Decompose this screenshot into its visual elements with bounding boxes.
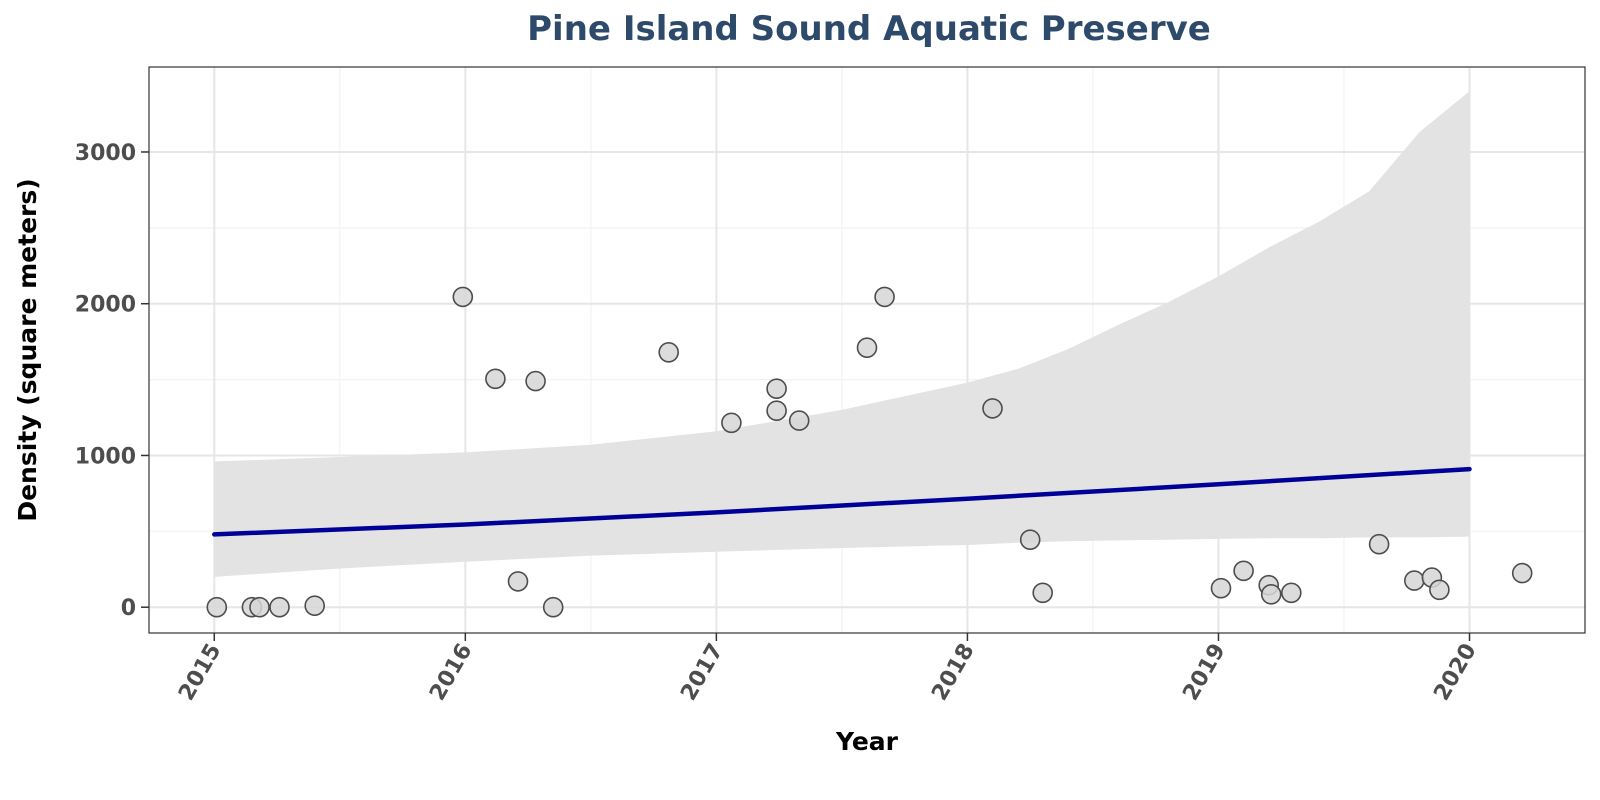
data-point <box>485 368 506 390</box>
x-tick-label: 2017 <box>676 640 728 706</box>
data-point <box>1019 529 1041 551</box>
plot-panel <box>148 66 1586 634</box>
x-tick-label: 2020 <box>1429 640 1481 706</box>
data-point <box>1511 562 1533 584</box>
data-point <box>507 571 529 592</box>
y-tick-label: 0 <box>121 596 136 621</box>
x-tick-label: 2015 <box>174 640 226 706</box>
x-tick-label: 2018 <box>927 640 979 706</box>
data-point <box>542 596 564 618</box>
data-point <box>721 412 742 434</box>
data-point <box>1233 560 1254 582</box>
data-points <box>206 286 1533 618</box>
x-tick-label: 2019 <box>1178 640 1230 706</box>
data-point <box>1404 570 1425 591</box>
data-point <box>1210 577 1232 599</box>
x-tick-label: 2016 <box>425 640 477 706</box>
data-point <box>304 595 326 617</box>
data-point <box>1429 579 1450 601</box>
y-tick-label: 1000 <box>75 444 136 469</box>
y-axis: 0 1000 2000 3000 <box>75 141 149 621</box>
data-point <box>249 596 270 618</box>
data-point <box>525 370 546 392</box>
data-point <box>452 286 474 308</box>
trend-line <box>212 466 1472 537</box>
trend-line-path <box>212 466 1472 537</box>
y-tick-label: 2000 <box>75 293 136 318</box>
data-point <box>766 400 787 422</box>
y-axis-title: Density (square meters) <box>13 178 42 521</box>
x-axis: 2015 2016 2017 2018 2019 2020 <box>174 633 1482 706</box>
data-point <box>982 398 1003 419</box>
data-point <box>856 337 878 359</box>
data-point <box>874 286 895 308</box>
confidence-band <box>214 91 1470 577</box>
data-point <box>206 596 228 618</box>
data-point <box>1032 582 1053 604</box>
y-tick-label: 3000 <box>75 141 136 166</box>
confidence-band-area <box>214 91 1470 577</box>
data-point <box>1260 583 1282 605</box>
data-point <box>788 410 810 431</box>
data-point <box>1281 582 1302 604</box>
data-point <box>766 378 787 400</box>
panel-border <box>148 66 1586 634</box>
chart-title: Pine Island Sound Aquatic Preserve <box>527 9 1211 49</box>
data-point <box>1368 533 1390 555</box>
x-axis-title: Year <box>835 727 899 756</box>
data-point <box>269 596 290 618</box>
data-point <box>658 341 680 363</box>
